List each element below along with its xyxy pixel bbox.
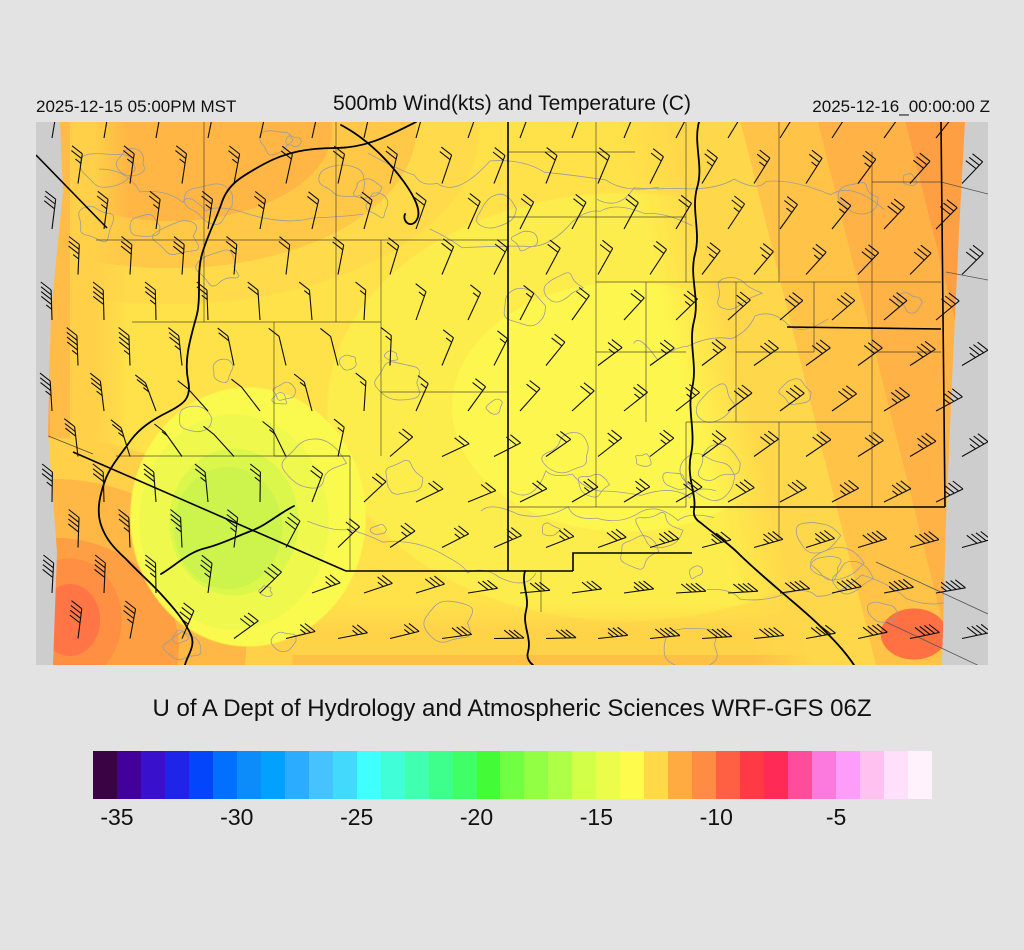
domain-margins <box>36 122 988 665</box>
credit-title: U of A Dept of Hydrology and Atmospheric… <box>152 695 872 722</box>
colorbar-segment <box>788 751 813 799</box>
colorbar-segment <box>116 751 141 799</box>
colorbar-segment <box>140 751 165 799</box>
wind-barbs <box>39 122 988 640</box>
colorbar-segment <box>524 751 549 799</box>
colorbar-segment <box>572 751 597 799</box>
colorbar-segment <box>668 751 693 799</box>
colorbar-segment <box>308 751 333 799</box>
valid-time-utc: 2025-12-16_00:00:00 Z <box>812 97 990 116</box>
weather-map-canvas <box>36 122 988 665</box>
map-title: 500mb Wind(kts) and Temperature (C) <box>333 92 691 115</box>
colorbar-segment <box>212 751 237 799</box>
valid-time-local: 2025-12-15 05:00PM MST <box>36 97 237 116</box>
colorbar-tick-label: -15 <box>579 804 614 830</box>
colorbar-segment <box>812 751 837 799</box>
colorbar-tick-label: -25 <box>340 804 374 830</box>
colorbar-segment <box>740 751 765 799</box>
colorbar-tick-label: -30 <box>220 804 254 830</box>
colorbar-segment <box>93 751 117 799</box>
colorbar-segment <box>428 751 453 799</box>
colorbar-segment <box>380 751 405 799</box>
colorbar-segment <box>500 751 525 799</box>
colorbar-tick-label: -5 <box>825 804 847 830</box>
colorbar-segment <box>548 751 573 799</box>
colorbar-tick-labels: -35 -30 -25 -20 -15 -10 -5 <box>93 804 932 836</box>
colorbar-segment <box>260 751 285 799</box>
colorbar-segment <box>188 751 213 799</box>
colorbar-segment <box>332 751 357 799</box>
colorbar-segment <box>620 751 645 799</box>
colorbar-segment <box>356 751 381 799</box>
colorbar-segment <box>907 751 932 799</box>
colorbar-segment <box>692 751 717 799</box>
rivers <box>97 122 855 665</box>
colorbar-segment <box>404 751 429 799</box>
colorbar-tick-label: -20 <box>459 804 494 830</box>
colorbar-segment <box>164 751 189 799</box>
colorbar-segment <box>716 751 741 799</box>
temperature-fill-field <box>36 122 988 665</box>
colorbar-segment <box>836 751 860 799</box>
colorbar-segment <box>236 751 261 799</box>
colorbar-segment <box>284 751 309 799</box>
colorbar-tick-label: -10 <box>699 804 733 830</box>
map-overlay <box>36 122 988 665</box>
temperature-colorbar <box>93 751 932 799</box>
colorbar-segment <box>764 751 789 799</box>
colorbar-segment <box>860 751 884 799</box>
colorbar-tick-label: -35 <box>100 804 134 830</box>
colorbar-segment <box>596 751 621 799</box>
colorbar-segment <box>476 751 501 799</box>
colorbar-segment <box>644 751 669 799</box>
colorbar-segment <box>452 751 477 799</box>
state-borders <box>36 122 946 572</box>
colorbar-segment <box>883 751 908 799</box>
